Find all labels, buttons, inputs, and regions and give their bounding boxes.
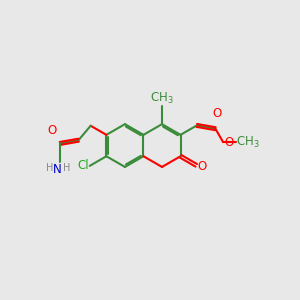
- Text: N: N: [53, 163, 62, 176]
- Text: O: O: [225, 136, 234, 149]
- Text: H: H: [63, 163, 70, 173]
- Text: CH$_3$: CH$_3$: [236, 135, 260, 151]
- Text: Cl: Cl: [77, 159, 89, 172]
- Text: O: O: [198, 160, 207, 173]
- Text: O: O: [47, 124, 56, 137]
- Text: O: O: [212, 107, 221, 120]
- Text: H: H: [46, 163, 53, 173]
- Text: CH$_3$: CH$_3$: [150, 91, 174, 106]
